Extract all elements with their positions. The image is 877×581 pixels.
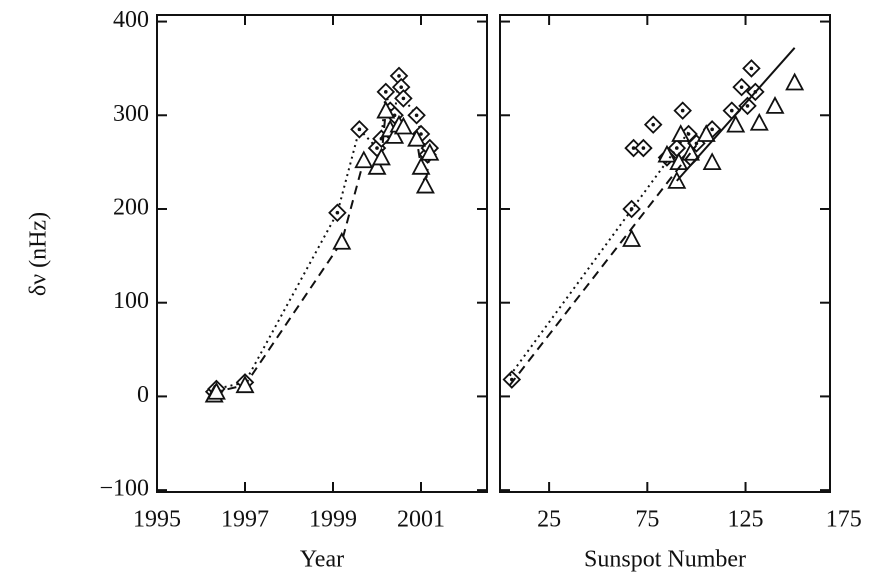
triangle-marker [235,375,255,394]
diamond-marker [622,199,641,219]
diamond-dot [745,104,750,108]
y-tick-label: −100 [99,476,149,502]
diamond-marker [742,59,761,78]
diamond-dot [631,146,636,150]
triangle-marker [696,124,716,142]
triangle-marker [785,72,805,91]
y-tick-label: 400 [113,7,149,33]
diamond-dot [397,74,401,78]
diamond-marker [407,106,426,125]
triangle-marker [332,231,352,250]
diamond-marker [328,203,347,223]
plot-frame [499,14,831,493]
triangle-marker [702,152,722,171]
x-tick-label: 25 [537,507,561,533]
diamond-dot [641,146,646,150]
x-tick-label: 75 [635,507,659,533]
x-tick-label: 175 [826,507,862,533]
series-line [509,128,692,377]
diamond-dot [680,108,685,113]
triangle-marker [354,150,374,169]
triangle-marker [765,95,785,114]
diamond-dot [651,122,656,127]
diamond-dot [384,90,388,94]
diamond-dot [375,146,379,150]
triangle-marker [681,142,701,161]
triangle-marker [420,142,440,161]
y-axis-label: δν (nHz) [26,212,52,296]
triangle-marker [206,381,226,400]
x-axis-label: Year [300,547,344,573]
diamond-marker [738,96,757,116]
diamond-marker [376,82,396,102]
y-tick-label: 200 [113,194,149,220]
diamond-dot [399,85,404,89]
triangle-marker [411,156,431,175]
diamond-dot [401,96,406,101]
diamond-dot [357,127,362,132]
triangle-marker [367,156,387,175]
triangle-marker [749,112,769,131]
x-tick-label: 1997 [221,507,269,533]
diamond-dot [694,141,699,146]
triangle-marker [371,147,391,166]
series-line [676,47,796,182]
diamond-dot [710,127,714,132]
triangle-marker [622,229,642,247]
diamond-dot [419,132,423,136]
diamond-marker [643,115,663,134]
x-axis-label: Sunspot Number [584,547,746,573]
series-line [213,110,431,396]
diamond-dot [739,85,744,89]
y-tick-label: 100 [113,288,149,314]
y-tick-label: 300 [113,101,149,127]
diamond-marker [502,370,522,389]
x-tick-label: 2001 [397,507,445,533]
diamond-dot [414,113,419,118]
diamond-marker [722,101,742,120]
plot-frame [156,14,488,493]
diamond-marker [350,120,369,139]
diamond-dot [335,210,340,215]
triangle-marker [385,125,405,144]
y-tick-label: 0 [137,382,149,408]
diamond-marker [673,101,692,120]
series-line [509,144,698,386]
diamond-marker [394,89,413,108]
diamond-dot [729,108,734,113]
triangle-marker [376,100,396,119]
diamond-dot [749,66,754,71]
x-tick-label: 1999 [309,507,357,533]
diamond-marker [732,77,751,97]
triangle-marker [393,116,413,135]
diamond-marker [634,138,653,158]
triangle-marker [407,128,427,147]
x-tick-label: 125 [728,507,764,533]
x-tick-label: 1995 [133,507,181,533]
triangle-marker [726,114,746,133]
triangle-marker [415,175,435,194]
